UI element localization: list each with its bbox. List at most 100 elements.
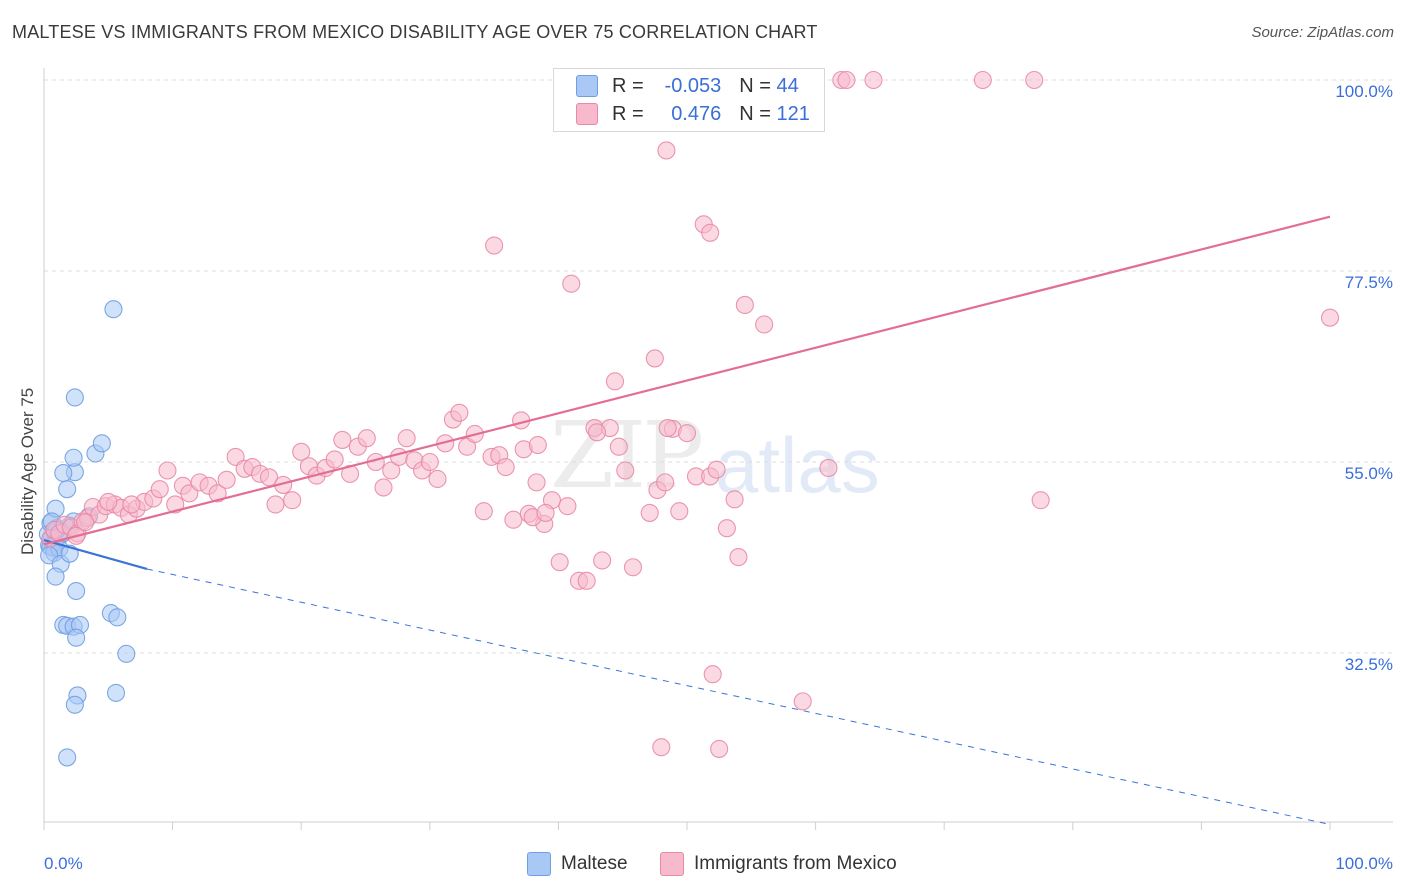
mexico-point <box>701 223 720 242</box>
mexico-point <box>755 315 774 334</box>
mexico-point <box>180 484 199 503</box>
mexico-point <box>658 418 677 438</box>
mexico-point <box>735 295 754 315</box>
mexico-point <box>374 478 393 497</box>
mexico-point <box>670 502 689 521</box>
mexico-point <box>259 468 279 487</box>
chart-title: MALTESE VS IMMIGRANTS FROM MEXICO DISABI… <box>12 22 818 42</box>
mexico-point <box>99 492 118 511</box>
mexico-point <box>645 349 664 368</box>
mexico-point <box>122 495 141 514</box>
mexico-point <box>325 450 344 469</box>
y-tick-label: 32.5% <box>1345 655 1393 674</box>
mexico-point <box>819 458 838 477</box>
mexico-point <box>292 442 311 461</box>
source-label: Source: ZipAtlas.com <box>1251 24 1394 41</box>
mexico-point <box>150 480 169 499</box>
mexico-point <box>793 692 812 711</box>
mexico-point <box>527 473 546 492</box>
watermark-atlas: atlas <box>715 421 880 509</box>
mexico-point <box>593 551 612 570</box>
r-label: R = <box>612 74 644 97</box>
mexico-point <box>485 236 504 255</box>
n-value: 44 <box>776 74 799 97</box>
mexico-point <box>657 141 676 160</box>
mexico-point <box>1031 491 1050 510</box>
x-tick-label: 0.0% <box>44 854 83 873</box>
mexico-point <box>710 739 729 758</box>
mexico-point <box>729 548 748 567</box>
maltese-point <box>117 644 136 663</box>
y-tick-label: 77.5% <box>1345 273 1393 292</box>
mexico-point <box>623 558 643 577</box>
mexico-point <box>717 519 736 538</box>
maltese-point <box>46 567 65 586</box>
mexico-point <box>158 461 177 480</box>
maltese-point <box>67 581 86 601</box>
mexico-point <box>837 70 856 90</box>
mexico-point <box>266 495 285 514</box>
maltese-point <box>92 434 111 453</box>
legend-label-mexico: Immigrants from Mexico <box>694 853 897 874</box>
mexico-point <box>397 429 416 448</box>
mexico-point <box>707 460 726 479</box>
mexico-trendline <box>43 215 1331 546</box>
mexico-point <box>504 510 523 529</box>
x-tick-label: 100.0% <box>1335 854 1393 873</box>
maltese-point <box>58 748 77 767</box>
y-tick-label: 100.0% <box>1335 82 1393 101</box>
maltese-point <box>106 683 126 702</box>
legend-item-mexico[interactable]: Immigrants from Mexico <box>660 852 897 876</box>
legend-row-maltese: R = -0.053 N = 44 <box>576 73 799 99</box>
legend-swatch-maltese <box>527 852 551 876</box>
mexico-point <box>640 503 659 522</box>
mexico-point <box>357 429 376 448</box>
maltese-point <box>65 388 84 407</box>
mexico-point <box>656 473 675 492</box>
mexico-point <box>450 403 469 422</box>
mexico-point <box>536 503 555 522</box>
mexico-point <box>587 423 607 442</box>
n-label: N = <box>739 74 771 97</box>
mexico-point <box>973 70 992 90</box>
mexico-point <box>550 553 569 572</box>
mexico-point <box>496 458 515 477</box>
maltese-point <box>54 463 73 483</box>
mexico-point <box>605 372 625 391</box>
r-value: -0.053 <box>664 74 722 97</box>
maltese-point <box>65 695 84 714</box>
y-tick-label: 55.0% <box>1345 464 1393 483</box>
maltese-trendline <box>43 539 148 571</box>
mexico-point <box>558 497 577 516</box>
mexico-point <box>217 470 236 489</box>
maltese-point <box>64 448 83 467</box>
maltese-trendline-extension <box>146 568 1331 825</box>
mexico-point <box>725 490 744 509</box>
mexico-point <box>609 437 628 456</box>
mexico-point <box>389 447 408 466</box>
mexico-point <box>283 491 302 510</box>
maltese-point <box>67 628 86 647</box>
mexico-point <box>652 738 671 757</box>
n-value: 121 <box>776 102 810 125</box>
mexico-point <box>703 665 722 684</box>
mexico-point <box>864 70 883 90</box>
legend-swatch-maltese <box>576 75 598 97</box>
maltese-point <box>108 608 127 627</box>
mexico-point <box>474 502 493 521</box>
mexico-point <box>1025 70 1044 90</box>
maltese-point <box>104 300 123 319</box>
mexico-point <box>616 461 635 480</box>
n-label: N = <box>739 102 771 125</box>
legend-row-mexico: R = 0.476 N = 121 <box>576 101 810 127</box>
mexico-point <box>428 469 447 489</box>
mexico-point <box>208 484 227 503</box>
mexico-point <box>562 274 581 293</box>
legend-item-maltese[interactable]: Maltese <box>527 852 628 876</box>
maltese-point <box>58 480 77 499</box>
r-label: R = <box>612 102 644 125</box>
legend-swatch-mexico <box>576 103 598 125</box>
correlation-legend: R = -0.053 N = 44 R = 0.476 N = 121 <box>553 68 825 132</box>
mexico-point <box>166 495 185 514</box>
